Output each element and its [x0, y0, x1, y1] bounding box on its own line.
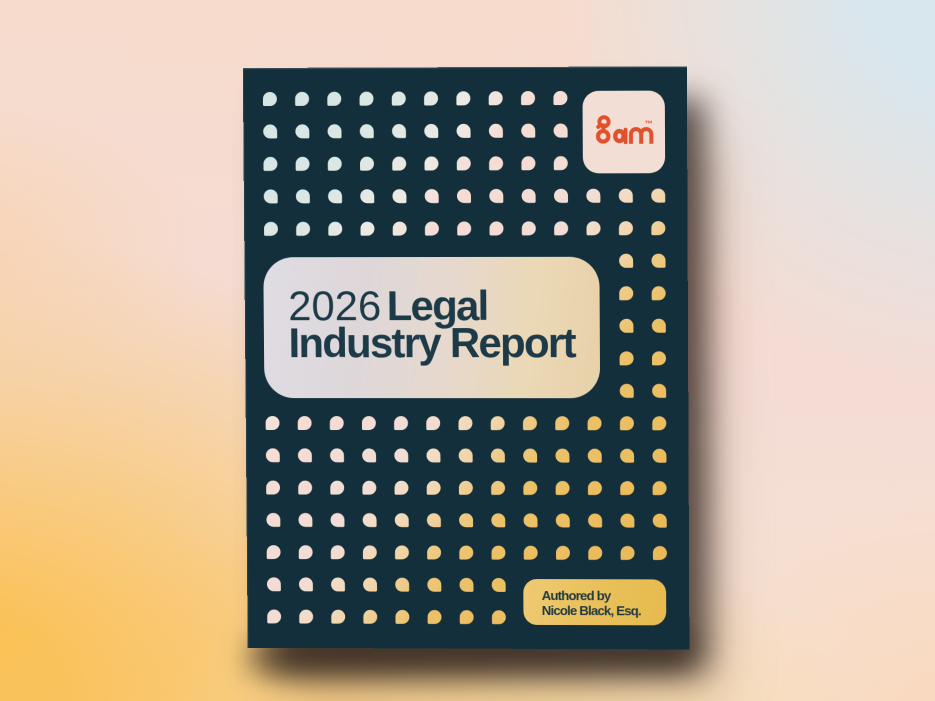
svg-text:™: ™: [645, 119, 653, 128]
